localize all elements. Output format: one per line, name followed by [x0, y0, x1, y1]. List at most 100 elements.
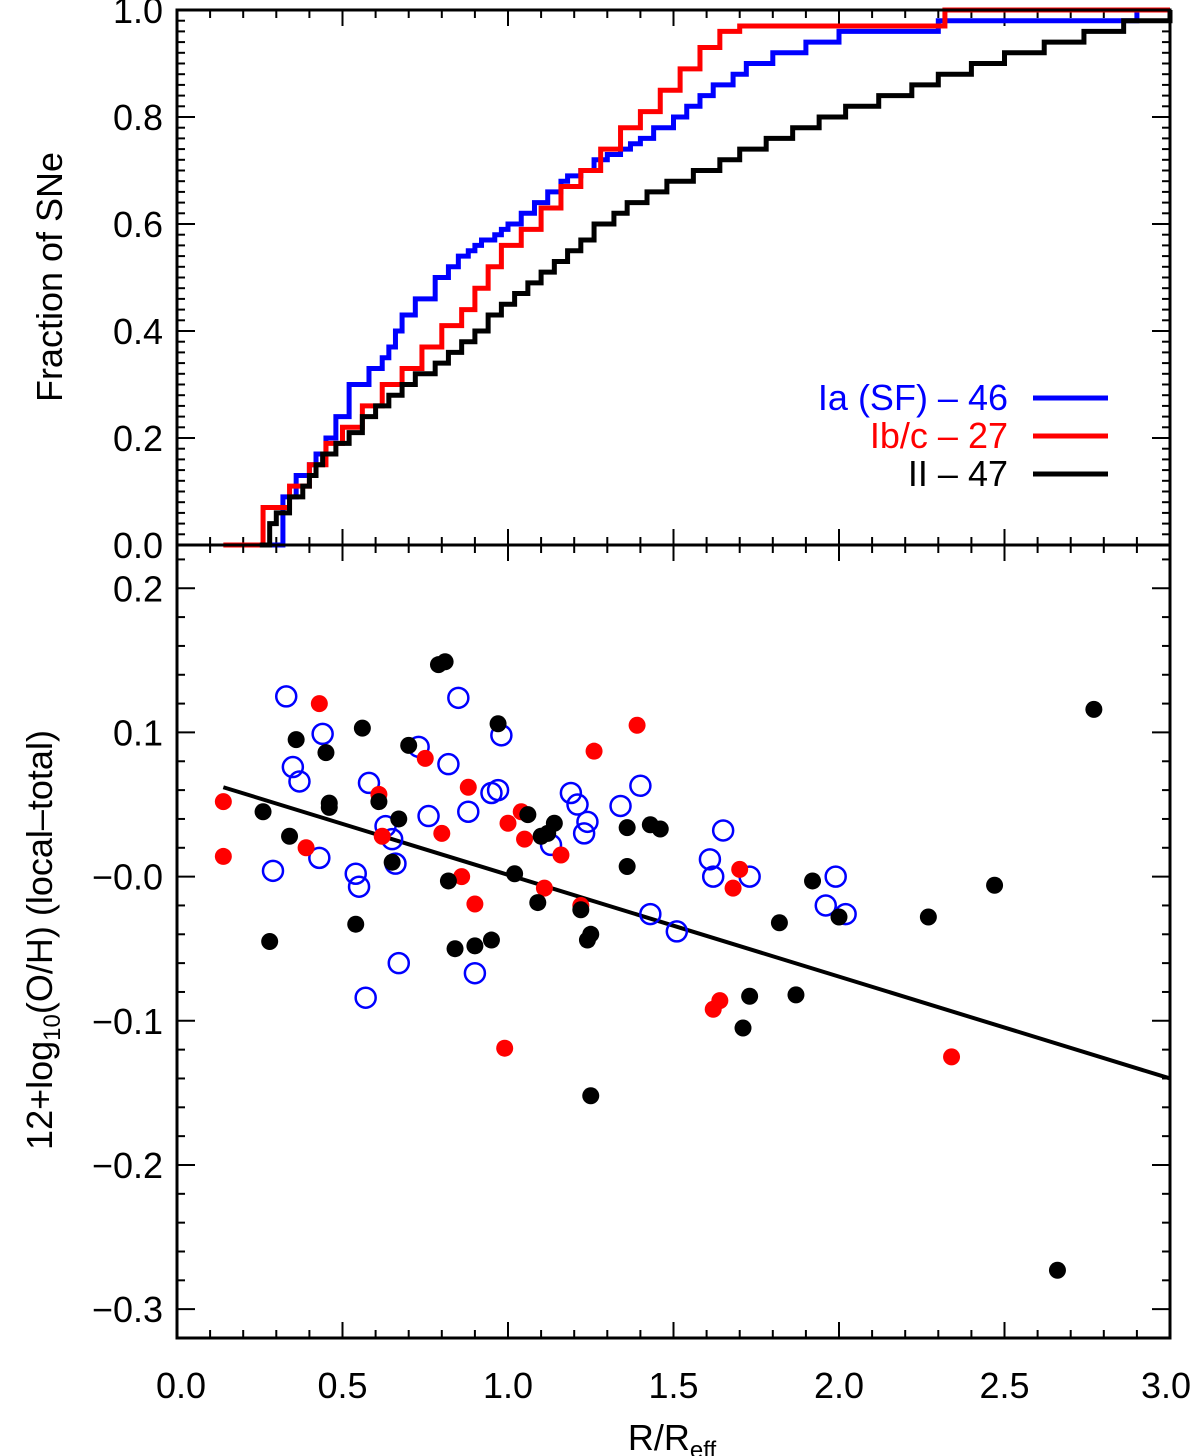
data-point-ib-c [433, 824, 451, 842]
data-point-ii [787, 986, 805, 1004]
data-point-ii [618, 858, 636, 876]
bottom-x-tick-label: 3.0 [1141, 1365, 1191, 1406]
legend-label: II – 47 [908, 453, 1008, 494]
bottom-y-tick-label: −0.3 [92, 1289, 163, 1330]
bottom-x-tick-label: 2.5 [979, 1365, 1029, 1406]
data-point-ii [400, 736, 418, 754]
data-point-ia-sf- [347, 875, 371, 898]
data-point-ii [390, 810, 408, 828]
bottom-x-tick-label: 1.0 [483, 1365, 533, 1406]
data-point-ii [370, 793, 388, 811]
data-point-ib-c [297, 839, 315, 857]
data-point-ii [986, 876, 1004, 894]
data-point-ii [770, 914, 788, 932]
data-point-ib-c [214, 793, 232, 811]
data-point-ib-c [535, 879, 553, 897]
data-point-ia-sf- [629, 774, 652, 798]
data-point-ii [1085, 700, 1103, 718]
data-point-ia-sf- [639, 902, 662, 926]
data-point-ii [261, 933, 279, 950]
bottom-y-tick-label: 0.2 [113, 568, 163, 609]
data-point-ii [741, 987, 759, 1005]
data-point-ii [347, 915, 365, 933]
data-point-ib-c [459, 778, 477, 796]
legend-label: Ib/c – 27 [870, 415, 1008, 456]
bottom-y-axis-label: 12+log10(O/H) (local–total) [19, 730, 66, 1150]
data-point-ia-sf- [311, 722, 334, 746]
data-point-ia-sf- [609, 794, 632, 818]
bottom-y-tick-label: −0.1 [92, 1001, 163, 1042]
data-point-ii [519, 806, 537, 824]
data-point-ia-sf- [354, 986, 377, 1009]
bottom-y-tick-labels: 0.2 0.1 −0.0 −0.1 −0.2 −0.3 [92, 568, 163, 1330]
data-point-ib-c [499, 814, 517, 832]
data-point-ii [439, 872, 457, 890]
data-point-ia-sf- [665, 920, 689, 943]
data-point-ii [489, 715, 507, 733]
data-point-ia-sf- [486, 778, 510, 802]
data-point-ib-c [711, 992, 729, 1010]
top-y-tick-label: 0.8 [113, 97, 163, 138]
data-point-ia-sf- [281, 755, 305, 779]
bottom-x-tick-label: 2.0 [814, 1365, 864, 1406]
data-point-ib-c [731, 860, 749, 878]
data-point-ii [281, 827, 299, 845]
x-axis-label-sub: eff [690, 1437, 717, 1456]
data-point-ia-sf- [701, 865, 725, 888]
data-point-ib-c [552, 846, 570, 864]
data-point-ii [482, 931, 500, 949]
data-point-ia-sf- [274, 685, 298, 708]
bottom-y-tick-label: −0.2 [92, 1145, 163, 1186]
data-point-ib-c [516, 830, 534, 848]
data-point-ii [545, 814, 563, 832]
data-point-ib-c [416, 749, 434, 767]
data-point-ii [466, 937, 484, 955]
data-point-ia-sf- [576, 810, 599, 834]
data-point-ii [446, 940, 464, 958]
data-point-ii [919, 908, 937, 926]
data-point-ia-sf- [357, 771, 381, 795]
data-point-ib-c [724, 879, 742, 897]
data-point-ia-sf- [387, 951, 411, 975]
bottom-x-tick-label: 0.0 [156, 1365, 206, 1406]
data-point-ia-sf- [261, 859, 285, 883]
top-y-tick-label: 0.2 [113, 418, 163, 459]
data-point-ia-sf- [463, 961, 487, 985]
top-series-lines [223, 7, 1173, 548]
data-point-ii [651, 820, 669, 838]
data-point-ii [572, 901, 590, 919]
bottom-y-tick-label: 0.1 [113, 712, 163, 753]
y-axis-label-rest: (O/H) (local–total) [19, 730, 60, 1014]
series-line [269, 7, 1170, 548]
data-point-ia-sf- [447, 686, 470, 710]
data-point-ia-sf- [698, 848, 722, 871]
bottom-y-tick-label: −0.0 [92, 857, 163, 898]
top-y-axis-label: Fraction of SNe [29, 152, 70, 402]
data-point-ii [353, 719, 371, 737]
data-point-ii [734, 1019, 752, 1037]
data-point-ib-c [373, 827, 391, 845]
series-line [223, 7, 1170, 548]
data-point-ia-sf- [572, 822, 596, 845]
data-point-ii [254, 803, 272, 821]
bottom-x-tick-label: 0.5 [317, 1365, 367, 1406]
series-line [259, 10, 1173, 548]
top-y-tick-label: 0.6 [113, 204, 163, 245]
data-point-ia-sf- [308, 846, 331, 870]
data-point-ii [287, 731, 305, 749]
top-y-tick-labels: 0.0 0.2 0.4 0.6 0.8 1.0 [113, 0, 163, 566]
data-point-ia-sf- [711, 819, 735, 842]
data-point-ii [1048, 1261, 1066, 1279]
top-y-tick-label: 1.0 [113, 0, 163, 31]
data-point-ib-c [466, 895, 484, 913]
top-panel: 0.0 0.2 0.4 0.6 0.8 1.0 Fraction of SNe Ia (S… [29, 0, 1173, 566]
top-y-tick-label: 0.0 [113, 525, 163, 566]
data-point-ia-sf- [559, 781, 583, 805]
data-point-ib-c [585, 742, 603, 760]
legend-label: Ia (SF) – 46 [818, 377, 1008, 418]
data-point-ia-sf- [288, 770, 311, 793]
top-y-tick-label: 0.4 [113, 311, 163, 352]
scatter-points [214, 653, 1103, 1279]
